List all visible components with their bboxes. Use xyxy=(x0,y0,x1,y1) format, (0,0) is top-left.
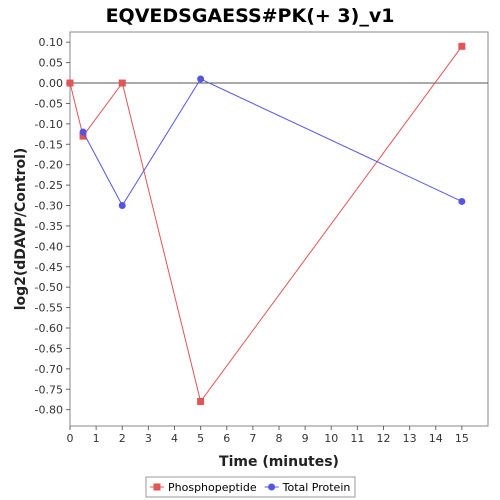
data-point-phosphopeptide xyxy=(197,398,205,406)
x-tick-label: 5 xyxy=(197,432,204,445)
x-tick-label: 6 xyxy=(223,432,230,445)
x-tick-label: 13 xyxy=(403,432,417,445)
y-tick-label: 0.05 xyxy=(39,57,64,70)
y-tick-label: -0.50 xyxy=(35,281,63,294)
y-axis-ticks: 0.10 0.05 0.00 -0.05 -0.10 -0.15 -0.20 -0.25 -0.… xyxy=(35,36,70,417)
plot-area xyxy=(69,31,489,427)
series-group xyxy=(66,42,466,406)
y-tick-label: -0.05 xyxy=(35,97,63,110)
x-tick-label: 0 xyxy=(67,432,74,445)
x-tick-label: 14 xyxy=(429,432,443,445)
y-tick-label: -0.30 xyxy=(35,200,63,213)
y-tick-label: -0.80 xyxy=(35,404,63,417)
y-tick-label: -0.45 xyxy=(35,261,63,274)
y-tick-label: -0.55 xyxy=(35,302,63,315)
y-tick-label: -0.15 xyxy=(35,138,63,151)
y-tick-label: -0.25 xyxy=(35,179,63,192)
legend-marker-total-protein xyxy=(268,483,276,491)
data-point-phosphopeptide xyxy=(66,79,74,87)
y-tick-label: -0.65 xyxy=(35,342,63,355)
data-point-phosphopeptide xyxy=(458,42,466,50)
x-tick-label: 7 xyxy=(249,432,256,445)
y-tick-label: -0.10 xyxy=(35,118,63,131)
y-tick-label: -0.35 xyxy=(35,220,63,233)
x-axis-ticks: 0 1 2 3 4 5 6 7 8 9 10 11 12 13 14 15 xyxy=(67,426,469,445)
x-tick-label: 2 xyxy=(119,432,126,445)
legend-label-total-protein: Total Protein xyxy=(282,481,351,494)
legend-label-phosphopeptide: Phosphopeptide xyxy=(168,481,257,494)
data-point-total-protein xyxy=(458,197,466,205)
data-point-phosphopeptide xyxy=(79,132,87,140)
y-tick-label: -0.70 xyxy=(35,363,63,376)
legend-box xyxy=(145,476,356,498)
x-tick-label: 15 xyxy=(455,432,469,445)
y-tick-label: 0.10 xyxy=(39,36,64,49)
y-tick-label: -0.40 xyxy=(35,240,63,253)
x-tick-label: 3 xyxy=(145,432,152,445)
data-point-phosphopeptide xyxy=(118,79,126,87)
x-tick-label: 11 xyxy=(350,432,364,445)
y-tick-label: -0.20 xyxy=(35,159,63,172)
x-tick-label: 4 xyxy=(171,432,178,445)
y-tick-label: -0.60 xyxy=(35,322,63,335)
legend-marker-phosphopeptide xyxy=(153,483,161,491)
y-axis-label: log2(dDAVP/Control) xyxy=(13,148,29,311)
x-axis-label: Time (minutes) xyxy=(219,454,339,470)
series-line-total-protein xyxy=(82,78,463,207)
x-tick-label: 12 xyxy=(377,432,391,445)
x-tick-label: 8 xyxy=(276,432,283,445)
chart-title: EQVEDSGAESS#PK(+ 3)_v1 xyxy=(106,5,395,27)
data-point-total-protein xyxy=(79,128,87,136)
y-tick-label: 0.00 xyxy=(39,77,64,90)
data-point-total-protein xyxy=(197,75,205,83)
data-point-total-protein xyxy=(118,202,126,210)
legend: Phosphopeptide Total Protein xyxy=(145,476,356,498)
y-tick-label: -0.75 xyxy=(35,383,63,396)
x-tick-label: 1 xyxy=(93,432,100,445)
x-tick-label: 10 xyxy=(324,432,338,445)
x-tick-label: 9 xyxy=(302,432,309,445)
